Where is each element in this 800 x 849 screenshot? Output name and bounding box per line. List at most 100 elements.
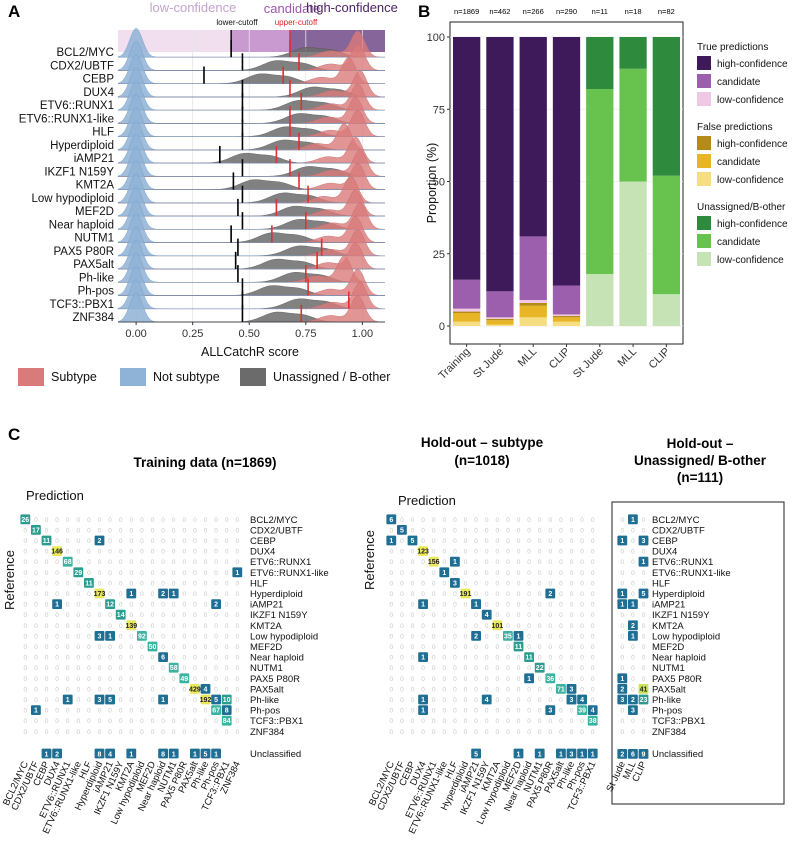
zero-cell: 0 — [87, 623, 91, 630]
zero-cell: 0 — [432, 517, 436, 524]
training-unclassified-cell-8 — [105, 748, 115, 759]
zero-cell: 0 — [411, 676, 415, 683]
zero-cell: 0 — [161, 570, 165, 577]
zero-cell: 0 — [442, 549, 446, 556]
zero-cell: 0 — [389, 708, 393, 715]
zero-cell: 0 — [87, 686, 91, 693]
zero-cell: 0 — [172, 655, 176, 662]
bar-seg-5-3 — [552, 321, 581, 326]
zero-cell: 0 — [87, 708, 91, 715]
zero-cell: 0 — [442, 633, 446, 640]
holdout-unclassified-cell-18 — [577, 748, 587, 759]
zero-cell: 0 — [172, 697, 176, 704]
zero-cell: 0 — [119, 676, 123, 683]
zero-cell: 0 — [548, 718, 552, 725]
zero-cell: 0 — [580, 665, 584, 672]
zero-cell: 0 — [485, 676, 489, 683]
training-cell-label-14-14: 58 — [170, 665, 178, 672]
zero-cell: 0 — [495, 591, 499, 598]
holdout-cell-label-15-15: 36 — [546, 676, 554, 683]
zero-cell: 0 — [453, 602, 457, 609]
zero-cell: 0 — [214, 517, 218, 524]
zero-cell: 0 — [411, 623, 415, 630]
zero-cell: 0 — [76, 517, 80, 524]
zero-cell: 0 — [119, 559, 123, 566]
holdout-cell-label-16-16: 71 — [557, 686, 565, 693]
bar-seg-5-2 — [519, 317, 547, 326]
holdout-cell-18-18 — [577, 705, 587, 715]
panel-b-letter: B — [418, 2, 430, 21]
zero-cell: 0 — [642, 718, 646, 725]
zero-cell: 0 — [172, 708, 176, 715]
zero-cell: 0 — [129, 708, 133, 715]
zero-cell: 0 — [34, 697, 38, 704]
unassigned-cell-label-11-1: 1 — [631, 633, 635, 640]
subtype-label-7: Hyperdiploid — [50, 140, 114, 152]
zero-cell: 0 — [559, 591, 563, 598]
zero-cell: 0 — [517, 655, 521, 662]
zero-cell: 0 — [453, 549, 457, 556]
zero-cell: 0 — [538, 708, 542, 715]
zero-cell: 0 — [108, 612, 112, 619]
holdout-unclassified-cell-16 — [556, 748, 566, 759]
holdout-cell-3-3 — [418, 546, 428, 556]
unassigned-cell-17-0 — [617, 694, 628, 705]
zero-cell: 0 — [580, 686, 584, 693]
zero-cell: 0 — [98, 602, 102, 609]
zero-cell: 0 — [474, 697, 478, 704]
zero-cell: 0 — [642, 549, 646, 556]
unassigned-cell-21-0 — [617, 749, 628, 759]
zero-cell: 0 — [214, 644, 218, 651]
holdout-cell-18-3 — [418, 705, 428, 715]
zero-cell: 0 — [87, 559, 91, 566]
unassigned-row-label-12: MEF2D — [652, 642, 684, 653]
zero-cell: 0 — [129, 644, 133, 651]
zero-cell: 0 — [538, 697, 542, 704]
unassigned-cell-8-1 — [628, 599, 638, 609]
zero-cell: 0 — [464, 633, 468, 640]
zero-cell: 0 — [161, 549, 165, 556]
zero-cell: 0 — [548, 644, 552, 651]
zero-cell: 0 — [527, 559, 531, 566]
zero-cell: 0 — [506, 538, 510, 545]
zero-cell: 0 — [389, 549, 393, 556]
zero-cell: 0 — [34, 570, 38, 577]
subtype-label-20: ZNF384 — [72, 312, 114, 324]
zero-cell: 0 — [411, 655, 415, 662]
zero-cell: 0 — [87, 697, 91, 704]
zero-cell: 0 — [432, 644, 436, 651]
bar-seg-6-6 — [652, 37, 681, 176]
zero-cell: 0 — [119, 549, 123, 556]
zero-cell: 0 — [23, 729, 27, 736]
zero-cell: 0 — [474, 655, 478, 662]
zero-cell: 0 — [442, 644, 446, 651]
zero-cell: 0 — [235, 708, 239, 715]
zero-cell: 0 — [631, 527, 635, 534]
zero-cell: 0 — [442, 686, 446, 693]
zero-cell: 0 — [591, 527, 595, 534]
unassigned-row-label-2: CEBP — [652, 536, 678, 547]
ridge-notsubtype-3 — [117, 67, 385, 98]
zero-cell: 0 — [474, 538, 478, 545]
zero-cell: 0 — [517, 570, 521, 577]
x-tick-label: 0.50 — [239, 328, 260, 340]
zero-cell: 0 — [453, 644, 457, 651]
zero-cell: 0 — [400, 612, 404, 619]
zero-cell: 0 — [214, 686, 218, 693]
zero-cell: 0 — [485, 655, 489, 662]
holdout-unclassified-cell-19 — [587, 748, 598, 759]
zero-cell: 0 — [204, 612, 208, 619]
zero-cell: 0 — [389, 559, 393, 566]
x-tick-label-4: St Jude — [571, 346, 606, 381]
zero-cell: 0 — [453, 612, 457, 619]
zero-cell: 0 — [400, 623, 404, 630]
zero-cell: 0 — [442, 665, 446, 672]
holdout-cell-label-12-12: 11 — [515, 644, 523, 651]
training-cell-label-17-13: 1 — [161, 697, 165, 704]
unassigned-cell-label-17-2: 23 — [640, 697, 648, 704]
zero-cell: 0 — [66, 633, 70, 640]
unassigned-row-label-14: NUTM1 — [652, 663, 685, 674]
unassigned-row-label-8: iAMP21 — [652, 600, 685, 611]
zero-cell: 0 — [119, 697, 123, 704]
zero-cell: 0 — [23, 665, 27, 672]
